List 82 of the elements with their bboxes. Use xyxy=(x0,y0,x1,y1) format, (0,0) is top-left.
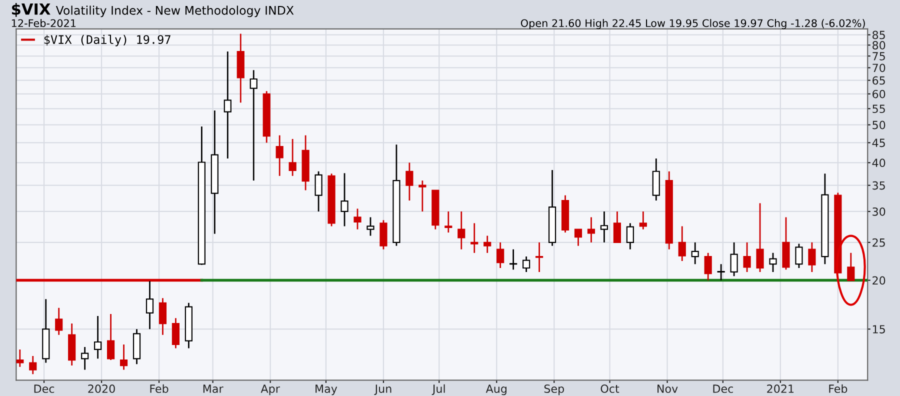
candlestick xyxy=(288,138,296,177)
chart-subtitle: Volatility Index - New Methodology INDX xyxy=(56,6,294,18)
y-tick-label: 60 xyxy=(872,90,886,98)
candlestick xyxy=(847,252,855,282)
y-tick-label: 20 xyxy=(872,276,886,285)
x-tick-label: May xyxy=(316,384,338,396)
x-tick-label: Jul xyxy=(432,384,445,395)
legend-label: $VIX (Daily) 19.97 xyxy=(44,34,170,46)
x-tick-label: Aug xyxy=(486,384,506,396)
candlestick xyxy=(484,235,492,254)
x-tick-label: Jun xyxy=(374,384,392,395)
y-tick-label: 75 xyxy=(872,52,885,60)
y-tick-label: 80 xyxy=(872,41,886,50)
candlestick xyxy=(418,180,426,212)
x-tick-label: 2021 xyxy=(767,384,794,393)
candlestick xyxy=(743,242,751,273)
candlestick xyxy=(158,297,167,336)
candlestick xyxy=(704,252,712,281)
candlestick xyxy=(354,208,362,230)
x-tick-label: Feb xyxy=(150,384,168,393)
y-tick-label: 25 xyxy=(872,238,885,247)
chart-title: $VIX xyxy=(12,3,50,17)
candlestick xyxy=(769,252,777,273)
candlestick xyxy=(587,216,596,244)
y-tick-label: 70 xyxy=(872,64,886,72)
candlestick xyxy=(522,256,530,273)
candlestick xyxy=(470,222,478,254)
candlestick xyxy=(626,222,634,250)
candlestick xyxy=(496,242,504,269)
y-tick-label: 15 xyxy=(872,325,885,334)
candlestick xyxy=(107,313,115,361)
y-tick-label: 65 xyxy=(872,76,885,85)
candlestick xyxy=(406,162,414,202)
y-tick-label: 50 xyxy=(872,120,886,130)
candlestick xyxy=(678,226,686,262)
candlestick xyxy=(691,242,699,265)
y-tick-label: 40 xyxy=(872,158,886,168)
candlestick xyxy=(224,50,232,160)
x-tick-label: Nov xyxy=(658,384,678,393)
candlestick xyxy=(29,355,37,375)
candlestick xyxy=(574,228,582,247)
candlestick xyxy=(510,248,518,270)
x-tick-label: Mar xyxy=(203,384,224,393)
candlestick xyxy=(366,216,374,236)
candlestick xyxy=(795,243,803,269)
x-tick-label: Sep xyxy=(544,384,564,396)
candlestick xyxy=(94,315,102,360)
candlestick xyxy=(314,170,322,212)
x-tick-label: Dec xyxy=(34,384,54,393)
candlestick xyxy=(717,263,725,281)
x-tick-label: 2020 xyxy=(88,384,115,393)
x-tick-label: Oct xyxy=(600,384,620,393)
x-tick-label: Apr xyxy=(260,384,280,396)
y-tick-label: 30 xyxy=(872,207,886,216)
x-tick-label: Dec xyxy=(713,384,733,393)
candlestick xyxy=(444,210,452,234)
candlestick xyxy=(172,317,180,349)
y-tick-label: 45 xyxy=(872,138,885,148)
candlestick xyxy=(16,348,24,368)
candlestick xyxy=(652,158,660,202)
y-tick-label: 35 xyxy=(872,181,885,190)
candlestick xyxy=(730,242,738,277)
candlestick xyxy=(120,344,128,370)
candlestick xyxy=(613,210,621,244)
candlestick xyxy=(808,242,816,273)
annotation: Open 21.60 High 22.45 Low 19.95 Close 19.97 Chg -1.28 (-6.02%) xyxy=(520,19,865,30)
candlestick xyxy=(81,346,89,370)
candlestick xyxy=(276,134,284,177)
candlestick xyxy=(639,210,647,230)
candlestick xyxy=(756,202,764,273)
y-tick-label: 55 xyxy=(872,104,885,114)
x-tick-label: Feb xyxy=(829,384,848,393)
candlestick xyxy=(146,280,154,330)
candlestick xyxy=(250,69,258,182)
text: 12-Feb-2021 xyxy=(12,19,76,28)
candlestick xyxy=(55,307,63,336)
candlestick xyxy=(458,210,466,250)
candlestick xyxy=(535,242,544,273)
candlestick xyxy=(380,219,388,250)
candlestick xyxy=(600,210,608,244)
candlestick xyxy=(340,172,348,227)
y-tick-label: 85 xyxy=(872,30,885,40)
